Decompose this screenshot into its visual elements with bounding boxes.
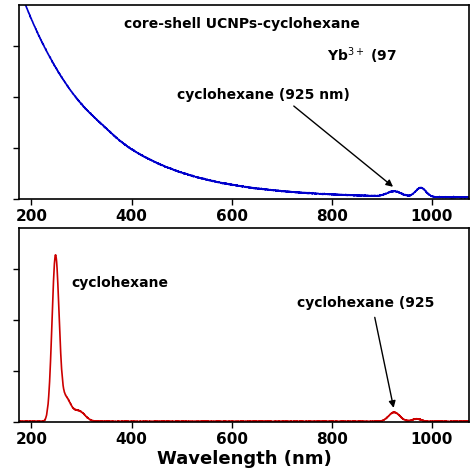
Text: Yb$^{3+}$ (97: Yb$^{3+}$ (97 <box>327 46 397 66</box>
Text: cyclohexane (925 nm): cyclohexane (925 nm) <box>176 88 349 102</box>
Text: cyclohexane (925: cyclohexane (925 <box>297 296 434 310</box>
X-axis label: Wavelength (nm): Wavelength (nm) <box>157 450 331 468</box>
Text: cyclohexane: cyclohexane <box>72 275 168 290</box>
Text: core-shell UCNPs-cyclohexane: core-shell UCNPs-cyclohexane <box>124 17 360 31</box>
